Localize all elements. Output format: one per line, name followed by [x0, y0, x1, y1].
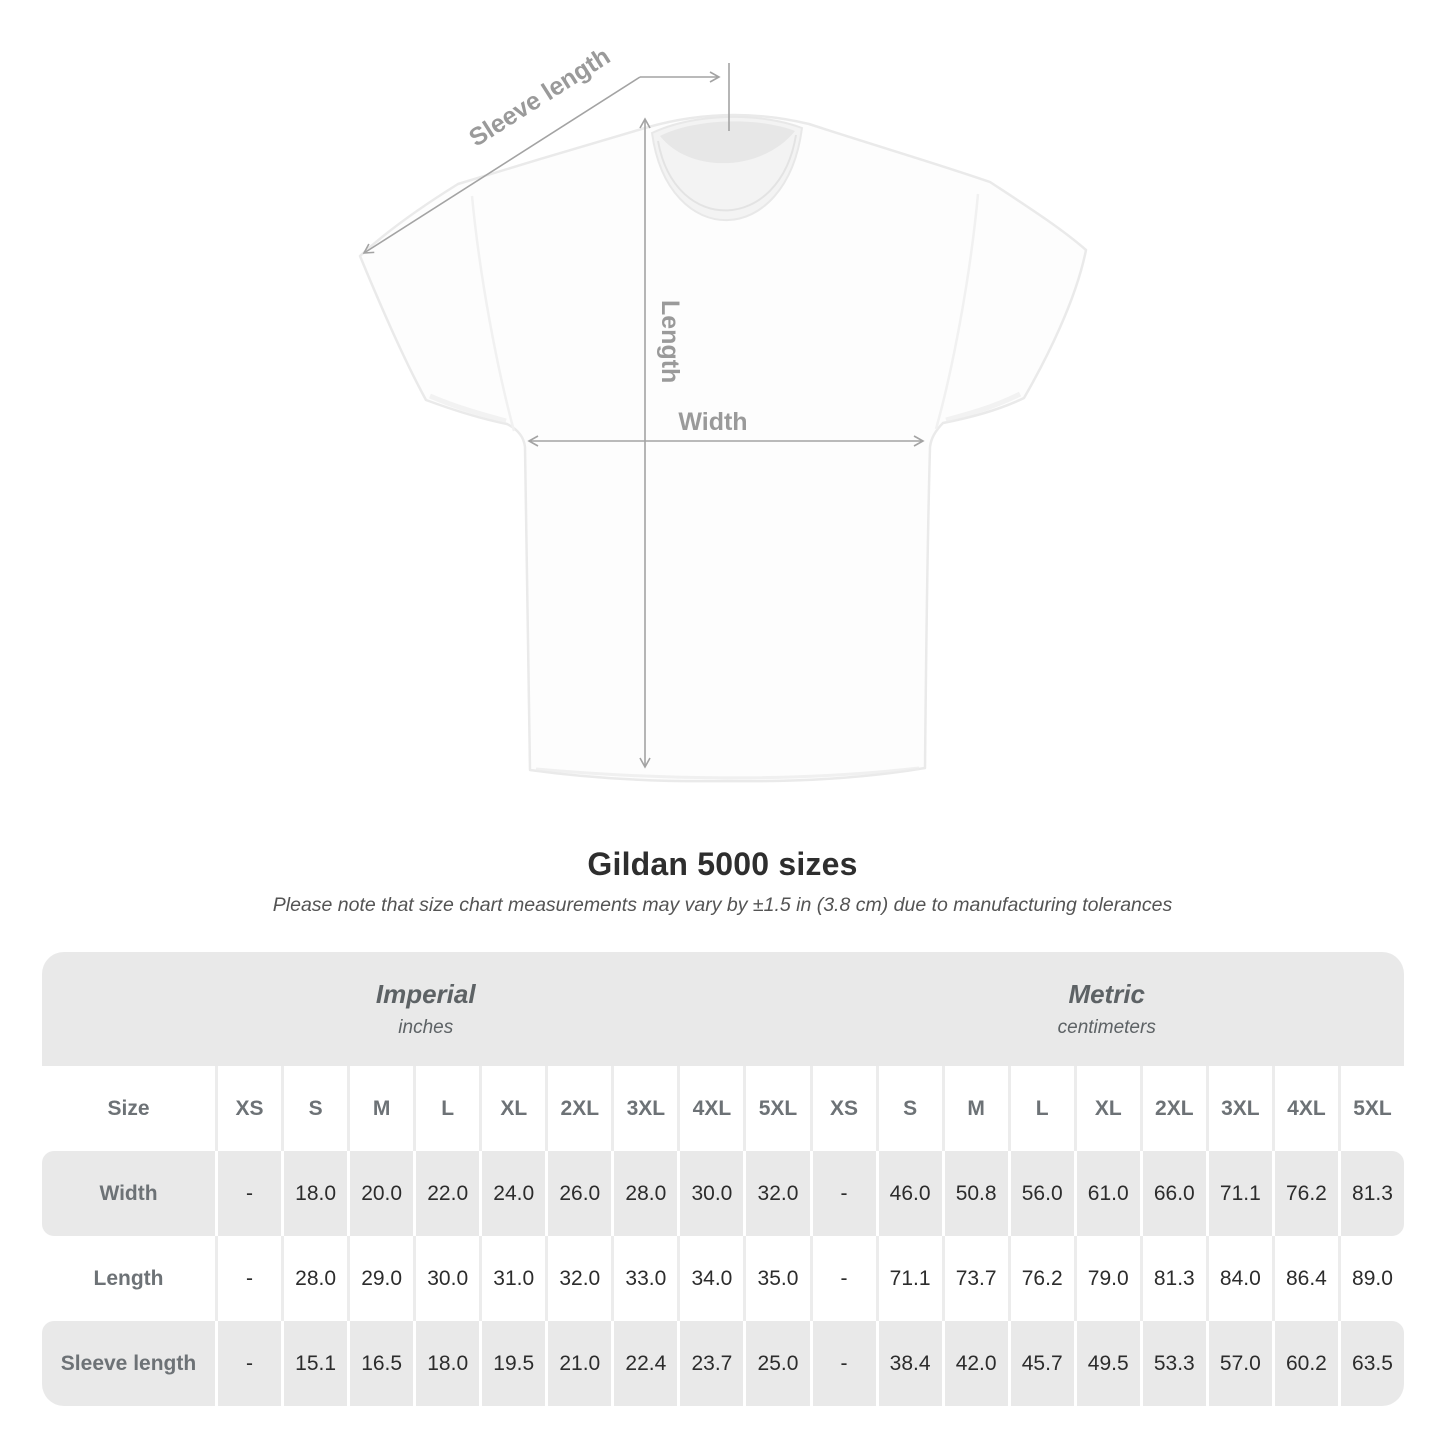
value-cell: 71.1 — [1205, 1151, 1272, 1236]
size-header-cell: M — [347, 1066, 413, 1151]
value-cell: 35.0 — [743, 1236, 809, 1321]
value-cell: 22.0 — [413, 1151, 479, 1236]
size-header-cell: XL — [479, 1066, 545, 1151]
value-cell: 20.0 — [347, 1151, 413, 1236]
value-cell: 22.4 — [611, 1321, 677, 1406]
row-length: Length - 28.0 29.0 30.0 31.0 32.0 33.0 3… — [42, 1236, 1404, 1321]
value-cell: - — [215, 1151, 281, 1236]
width-label: Width — [678, 408, 747, 436]
size-header-cell: XS — [215, 1066, 281, 1151]
value-cell: 18.0 — [413, 1321, 479, 1406]
value-cell: 60.2 — [1271, 1321, 1338, 1406]
row-label: Length — [93, 1266, 164, 1290]
value-cell: 18.0 — [281, 1151, 347, 1236]
value-cell: 71.1 — [875, 1236, 942, 1321]
size-header-cell: 2XL — [1139, 1066, 1206, 1151]
value-cell: 86.4 — [1271, 1236, 1338, 1321]
size-header-cell: M — [941, 1066, 1008, 1151]
row-width: Width - 18.0 20.0 22.0 24.0 26.0 28.0 30… — [42, 1151, 1404, 1236]
value-cell: 31.0 — [479, 1236, 545, 1321]
row-label: Width — [99, 1181, 158, 1205]
size-header-cell: 2XL — [545, 1066, 611, 1151]
value-cell: 23.7 — [677, 1321, 743, 1406]
value-cell: 66.0 — [1139, 1151, 1206, 1236]
value-cell: 28.0 — [611, 1151, 677, 1236]
value-cell: 29.0 — [347, 1236, 413, 1321]
value-cell: - — [215, 1321, 281, 1406]
group-unit-imperial: inches — [398, 1017, 454, 1038]
value-cell: 81.3 — [1139, 1236, 1206, 1321]
value-cell: 81.3 — [1337, 1151, 1404, 1236]
value-cell: 30.0 — [413, 1236, 479, 1321]
size-header-cell: XL — [1073, 1066, 1140, 1151]
group-name-metric: Metric — [1068, 979, 1146, 1009]
value-cell: - — [809, 1151, 876, 1236]
value-cell: 49.5 — [1073, 1321, 1140, 1406]
page-title: Gildan 5000 sizes — [587, 846, 858, 882]
size-header-cell: 3XL — [611, 1066, 677, 1151]
value-cell: 24.0 — [479, 1151, 545, 1236]
size-header-cell: 3XL — [1205, 1066, 1272, 1151]
sleeve-length-label: Sleeve length — [464, 42, 615, 152]
value-cell: - — [809, 1236, 876, 1321]
caption-block: Gildan 5000 sizes Please note that size … — [0, 846, 1445, 917]
value-cell: 42.0 — [941, 1321, 1008, 1406]
value-cell: - — [809, 1321, 876, 1406]
value-cell: 61.0 — [1073, 1151, 1140, 1236]
value-cell: 33.0 — [611, 1236, 677, 1321]
unit-group-metric: Metric centimeters — [809, 952, 1404, 1066]
unit-group-imperial: Imperial inches — [42, 952, 809, 1066]
value-cell: 26.0 — [545, 1151, 611, 1236]
size-header-cell: S — [281, 1066, 347, 1151]
value-cell: 15.1 — [281, 1321, 347, 1406]
size-col-header: Size — [107, 1096, 150, 1120]
value-cell: 32.0 — [743, 1151, 809, 1236]
value-cell: 50.8 — [941, 1151, 1008, 1236]
value-cell: 76.2 — [1271, 1151, 1338, 1236]
group-name-imperial: Imperial — [375, 979, 476, 1009]
size-header-cell: 5XL — [1337, 1066, 1404, 1151]
value-cell: 73.7 — [941, 1236, 1008, 1321]
value-cell: 89.0 — [1337, 1236, 1404, 1321]
size-header-cell: L — [1007, 1066, 1074, 1151]
sleeve-length-line-diagonal — [362, 76, 641, 254]
value-cell: 28.0 — [281, 1236, 347, 1321]
page-subtitle: Please note that size chart measurements… — [272, 894, 1173, 916]
size-header-cell: S — [875, 1066, 942, 1151]
tshirt-collar — [650, 115, 804, 221]
row-label: Sleeve length — [60, 1351, 197, 1375]
row-sleeve-length: Sleeve length - 15.1 16.5 18.0 19.5 21.0… — [42, 1321, 1404, 1406]
length-label: Length — [656, 300, 684, 383]
size-header-cell: 5XL — [743, 1066, 809, 1151]
value-cell: 76.2 — [1007, 1236, 1074, 1321]
value-cell: 56.0 — [1007, 1151, 1074, 1236]
size-header-cell: 4XL — [1271, 1066, 1338, 1151]
size-header-cell: 4XL — [677, 1066, 743, 1151]
value-cell: 25.0 — [743, 1321, 809, 1406]
value-cell: 84.0 — [1205, 1236, 1272, 1321]
value-cell: 53.3 — [1139, 1321, 1206, 1406]
size-table: Imperial inches Metric centimeters Size … — [42, 952, 1404, 1406]
size-header-cell: L — [413, 1066, 479, 1151]
header-row: Size XS S M L XL 2XL 3XL 4XL 5XL XS S M … — [42, 1066, 1404, 1151]
value-cell: 30.0 — [677, 1151, 743, 1236]
value-cell: 34.0 — [677, 1236, 743, 1321]
value-cell: 46.0 — [875, 1151, 942, 1236]
tshirt-diagram: Sleeve length Length Width — [358, 42, 1088, 783]
value-cell: 19.5 — [479, 1321, 545, 1406]
value-cell: 63.5 — [1337, 1321, 1404, 1406]
value-cell: 79.0 — [1073, 1236, 1140, 1321]
tshirt-shape — [358, 113, 1088, 783]
value-cell: 57.0 — [1205, 1321, 1272, 1406]
size-header-cell: XS — [809, 1066, 876, 1151]
group-unit-metric: centimeters — [1057, 1017, 1156, 1038]
value-cell: 32.0 — [545, 1236, 611, 1321]
value-cell: 45.7 — [1007, 1321, 1074, 1406]
unit-group-band: Imperial inches Metric centimeters — [42, 952, 1404, 1066]
value-cell: 38.4 — [875, 1321, 942, 1406]
value-cell: 16.5 — [347, 1321, 413, 1406]
value-cell: 21.0 — [545, 1321, 611, 1406]
value-cell: - — [215, 1236, 281, 1321]
